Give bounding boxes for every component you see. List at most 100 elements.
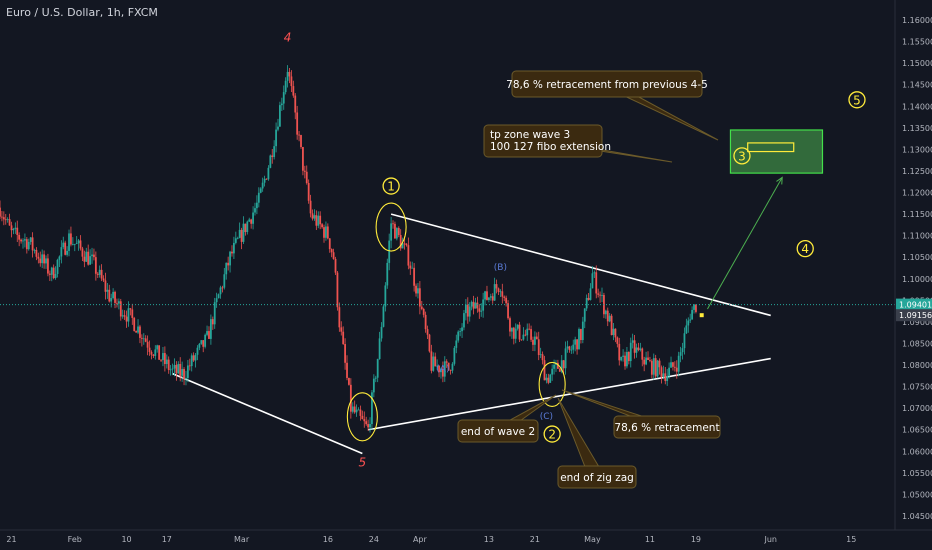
candle-body (271, 155, 274, 157)
candle-body (252, 212, 254, 224)
price-badge-box (896, 298, 932, 311)
candle (545, 373, 548, 384)
candle (359, 405, 362, 421)
candle (666, 368, 669, 386)
candle-body (89, 256, 92, 265)
candle-body (340, 327, 343, 332)
candle (232, 236, 235, 260)
candle-body (616, 337, 619, 344)
candle-body (532, 339, 534, 345)
candle (436, 359, 439, 370)
candle (568, 345, 571, 353)
candle (627, 351, 630, 365)
candle-body (288, 71, 291, 77)
candle-body (683, 333, 686, 349)
candle (188, 358, 191, 371)
candle (31, 232, 34, 258)
candle (493, 277, 496, 301)
candle (133, 316, 136, 332)
candle-body (660, 367, 663, 377)
candle-body (480, 310, 483, 312)
candle (388, 233, 391, 271)
candle-body (679, 352, 682, 356)
candle (8, 213, 11, 226)
candle-body (610, 315, 613, 336)
candle-body (664, 373, 667, 382)
candle (432, 352, 435, 372)
candle (610, 313, 613, 336)
candle-body (332, 252, 335, 259)
candle (215, 292, 218, 308)
candle-body (545, 377, 548, 381)
candle (93, 248, 95, 261)
candle-body (10, 225, 13, 231)
candle (420, 300, 423, 311)
candle-body (175, 364, 178, 374)
candle (589, 283, 592, 301)
candle-body (119, 301, 122, 317)
candle-body (583, 308, 586, 322)
candle-body (280, 103, 283, 106)
candle (85, 247, 88, 262)
candle (549, 373, 552, 383)
candle (390, 216, 393, 249)
candle (286, 65, 289, 88)
y-tick-label: 1.05000 (902, 490, 932, 499)
candle-body (365, 421, 368, 425)
candle (256, 195, 258, 215)
candle-body (549, 374, 552, 383)
x-tick-label: 15 (846, 535, 856, 544)
y-tick-label: 1.06500 (902, 426, 932, 435)
wave-circle (848, 91, 866, 109)
candle-body (612, 328, 615, 336)
candle (110, 293, 113, 308)
candle (198, 342, 201, 351)
candle-body (307, 183, 310, 201)
candle-body (315, 215, 318, 226)
candle-body (568, 346, 571, 350)
projection-arrow (707, 177, 783, 310)
candle (328, 238, 331, 253)
candle-body (357, 409, 360, 411)
wave-label: 5 (853, 93, 861, 107)
candle (647, 351, 649, 361)
candle-body (317, 215, 320, 226)
candle-body (167, 359, 170, 370)
candle-body (620, 356, 623, 361)
candle (397, 226, 400, 238)
candle (422, 307, 425, 318)
candle-body (273, 146, 276, 157)
candle (451, 362, 454, 374)
candle (374, 375, 377, 383)
candle-body (100, 269, 103, 279)
candle-body (553, 364, 555, 369)
candle (668, 362, 671, 379)
candle-body (578, 329, 580, 350)
candle-body (114, 291, 116, 303)
candle-body (522, 334, 525, 340)
candle (629, 337, 632, 368)
candle (361, 410, 364, 420)
candle-body (650, 360, 653, 375)
candle-body (547, 377, 550, 383)
candle (380, 322, 383, 342)
candle (219, 285, 222, 299)
candle (524, 329, 527, 337)
candle (382, 304, 385, 328)
candle-body (296, 112, 299, 135)
candle (407, 237, 410, 270)
candle-body (298, 134, 300, 136)
candle-body (693, 304, 695, 310)
candle-body (601, 295, 603, 296)
candle (27, 238, 30, 251)
x-tick-label: 10 (121, 535, 131, 544)
candle (501, 283, 504, 304)
candle-body (420, 306, 423, 309)
candle-body (501, 291, 504, 297)
candle-body (472, 301, 475, 309)
candle (539, 347, 542, 359)
candle-body (242, 223, 245, 242)
candle (635, 343, 638, 358)
candle (33, 248, 36, 254)
